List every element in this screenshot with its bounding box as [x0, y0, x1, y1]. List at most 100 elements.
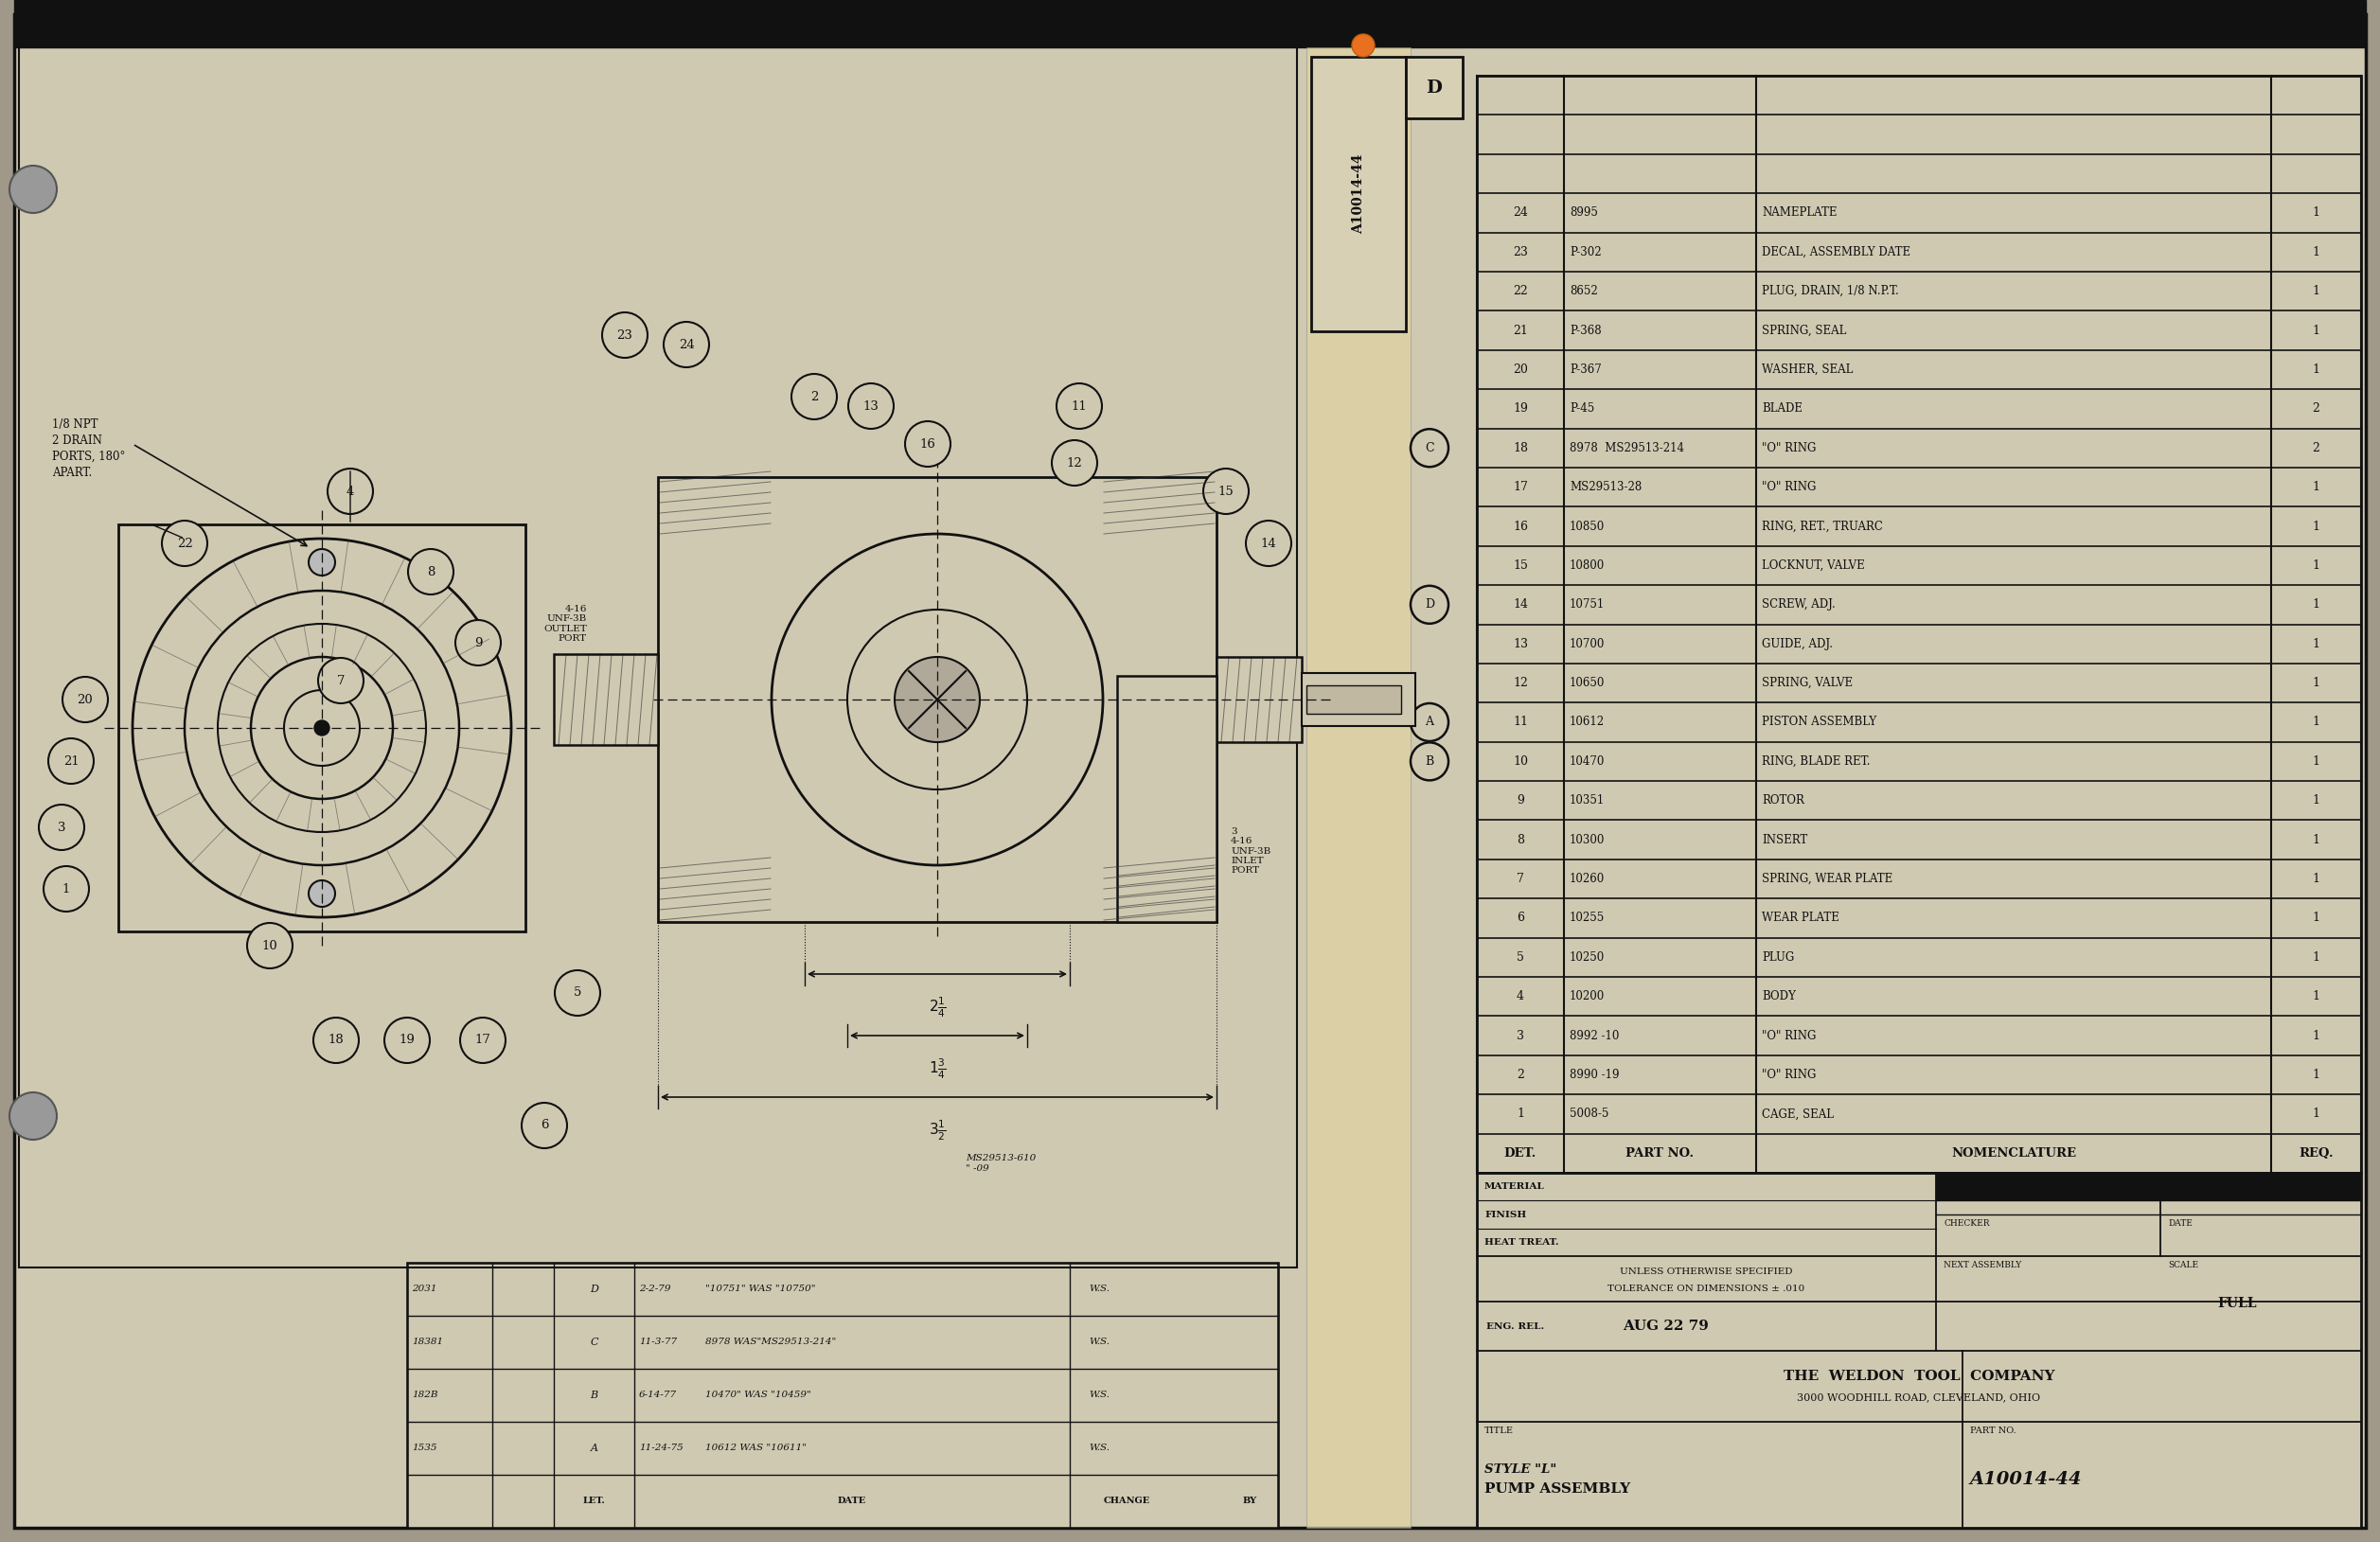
Text: 5: 5	[1516, 951, 1523, 964]
Text: D: D	[590, 1284, 597, 1294]
Text: 10300: 10300	[1571, 834, 1604, 847]
Bar	[119, 524, 526, 931]
Circle shape	[314, 1018, 359, 1062]
Text: 10: 10	[262, 939, 278, 951]
Text: FULL: FULL	[2218, 1297, 2256, 1311]
Text: 8: 8	[426, 566, 436, 578]
Text: 20: 20	[76, 694, 93, 706]
Text: DATE: DATE	[838, 1497, 866, 1505]
Text: A: A	[590, 1443, 597, 1453]
Text: PLUG: PLUG	[1761, 951, 1795, 964]
Circle shape	[455, 620, 500, 666]
Bar	[19, 48, 1297, 1268]
Bar	[1478, 76, 2361, 1173]
Text: MS29513-610
" -09: MS29513-610 " -09	[966, 1153, 1035, 1172]
Text: 1: 1	[2313, 285, 2320, 298]
Text: DATE: DATE	[2168, 1220, 2192, 1227]
Text: 10650: 10650	[1571, 677, 1604, 689]
Text: 1: 1	[2313, 638, 2320, 651]
Text: 1: 1	[2313, 560, 2320, 572]
Text: REQ.: REQ.	[2299, 1147, 2332, 1160]
Text: 1/8 NPT
2 DRAIN
PORTS, 180°
APART.: 1/8 NPT 2 DRAIN PORTS, 180° APART.	[52, 418, 126, 480]
Text: 17: 17	[1514, 481, 1528, 493]
Bar	[1216, 657, 1302, 742]
Circle shape	[521, 1103, 566, 1149]
Circle shape	[248, 924, 293, 968]
Text: 5008-5: 5008-5	[1571, 1107, 1609, 1119]
Text: PLUG, DRAIN, 1/8 N.P.T.: PLUG, DRAIN, 1/8 N.P.T.	[1761, 285, 1899, 298]
Text: RING, BLADE RET.: RING, BLADE RET.	[1761, 756, 1871, 768]
Text: WASHER, SEAL: WASHER, SEAL	[1761, 364, 1854, 376]
Bar	[657, 476, 1216, 922]
Text: 11-24-75: 11-24-75	[638, 1443, 683, 1453]
Text: 6-14-77: 6-14-77	[638, 1391, 676, 1400]
Text: 9: 9	[1516, 794, 1523, 806]
Text: 10612: 10612	[1571, 715, 1604, 728]
Circle shape	[10, 1092, 57, 1140]
Text: P-368: P-368	[1571, 324, 1602, 336]
Text: W.S.: W.S.	[1088, 1391, 1109, 1400]
Circle shape	[38, 805, 83, 850]
Text: PART NO.: PART NO.	[1971, 1426, 2016, 1436]
Text: ENG. REL.: ENG. REL.	[1488, 1321, 1545, 1331]
Text: 14: 14	[1514, 598, 1528, 611]
Bar	[1307, 685, 1402, 714]
Text: 8978  MS29513-214: 8978 MS29513-214	[1571, 443, 1685, 453]
Text: MS29513-28: MS29513-28	[1571, 481, 1642, 493]
Bar	[555, 654, 657, 745]
Text: "O" RING: "O" RING	[1761, 1030, 1816, 1042]
Circle shape	[1352, 34, 1376, 57]
Text: 2: 2	[1516, 1069, 1523, 1081]
Circle shape	[10, 165, 57, 213]
Text: "O" RING: "O" RING	[1761, 1069, 1816, 1081]
Circle shape	[895, 657, 981, 742]
Text: 3: 3	[57, 822, 67, 834]
Text: "10751" WAS "10750": "10751" WAS "10750"	[704, 1284, 816, 1294]
Text: B: B	[1426, 756, 1433, 768]
Text: 1: 1	[2313, 1030, 2320, 1042]
Text: 1: 1	[2313, 951, 2320, 964]
Text: 4: 4	[1516, 990, 1523, 1002]
Text: 6: 6	[540, 1119, 547, 1132]
Text: $1\frac{3}{4}$: $1\frac{3}{4}$	[928, 1056, 945, 1081]
Text: TOLERANCE ON DIMENSIONS ± .010: TOLERANCE ON DIMENSIONS ± .010	[1609, 1284, 1804, 1292]
Text: 2031: 2031	[412, 1284, 438, 1294]
Text: SPRING, WEAR PLATE: SPRING, WEAR PLATE	[1761, 873, 1892, 885]
Text: 7: 7	[338, 674, 345, 686]
Text: 23: 23	[1514, 245, 1528, 258]
Text: 10751: 10751	[1571, 598, 1604, 611]
Text: 10612 WAS "10611": 10612 WAS "10611"	[704, 1443, 807, 1453]
Circle shape	[162, 521, 207, 566]
Text: INSERT: INSERT	[1761, 834, 1806, 847]
Circle shape	[1204, 469, 1250, 513]
Circle shape	[314, 720, 328, 736]
Bar	[1311, 57, 1407, 332]
Text: GUIDE, ADJ.: GUIDE, ADJ.	[1761, 638, 1833, 651]
Circle shape	[62, 677, 107, 722]
Text: 1: 1	[2313, 598, 2320, 611]
Text: $3\frac{1}{2}$: $3\frac{1}{2}$	[928, 1118, 945, 1143]
Text: 21: 21	[1514, 324, 1528, 336]
Text: DECAL, ASSEMBLY DATE: DECAL, ASSEMBLY DATE	[1761, 245, 1911, 258]
Text: 2: 2	[2313, 443, 2320, 453]
Text: PART NO.: PART NO.	[1626, 1147, 1695, 1160]
Text: BLADE: BLADE	[1761, 402, 1802, 415]
Text: 1: 1	[2313, 245, 2320, 258]
Text: 9: 9	[474, 637, 483, 649]
Text: 18: 18	[328, 1035, 345, 1047]
Circle shape	[319, 658, 364, 703]
Text: AUG 22 79: AUG 22 79	[1623, 1320, 1709, 1332]
Text: 15: 15	[1219, 486, 1233, 498]
Text: A: A	[1426, 715, 1433, 728]
Circle shape	[383, 1018, 431, 1062]
Text: P-367: P-367	[1571, 364, 1602, 376]
Text: UNLESS OTHERWISE SPECIFIED: UNLESS OTHERWISE SPECIFIED	[1621, 1268, 1792, 1275]
Text: 8990 -19: 8990 -19	[1571, 1069, 1618, 1081]
Text: BY: BY	[1242, 1497, 1257, 1505]
Text: W.S.: W.S.	[1088, 1443, 1109, 1453]
Text: 10470" WAS "10459": 10470" WAS "10459"	[704, 1391, 812, 1400]
Text: LET.: LET.	[583, 1497, 605, 1505]
Circle shape	[904, 421, 950, 467]
Circle shape	[793, 373, 838, 419]
Text: THE  WELDON  TOOL  COMPANY: THE WELDON TOOL COMPANY	[1783, 1371, 2054, 1383]
